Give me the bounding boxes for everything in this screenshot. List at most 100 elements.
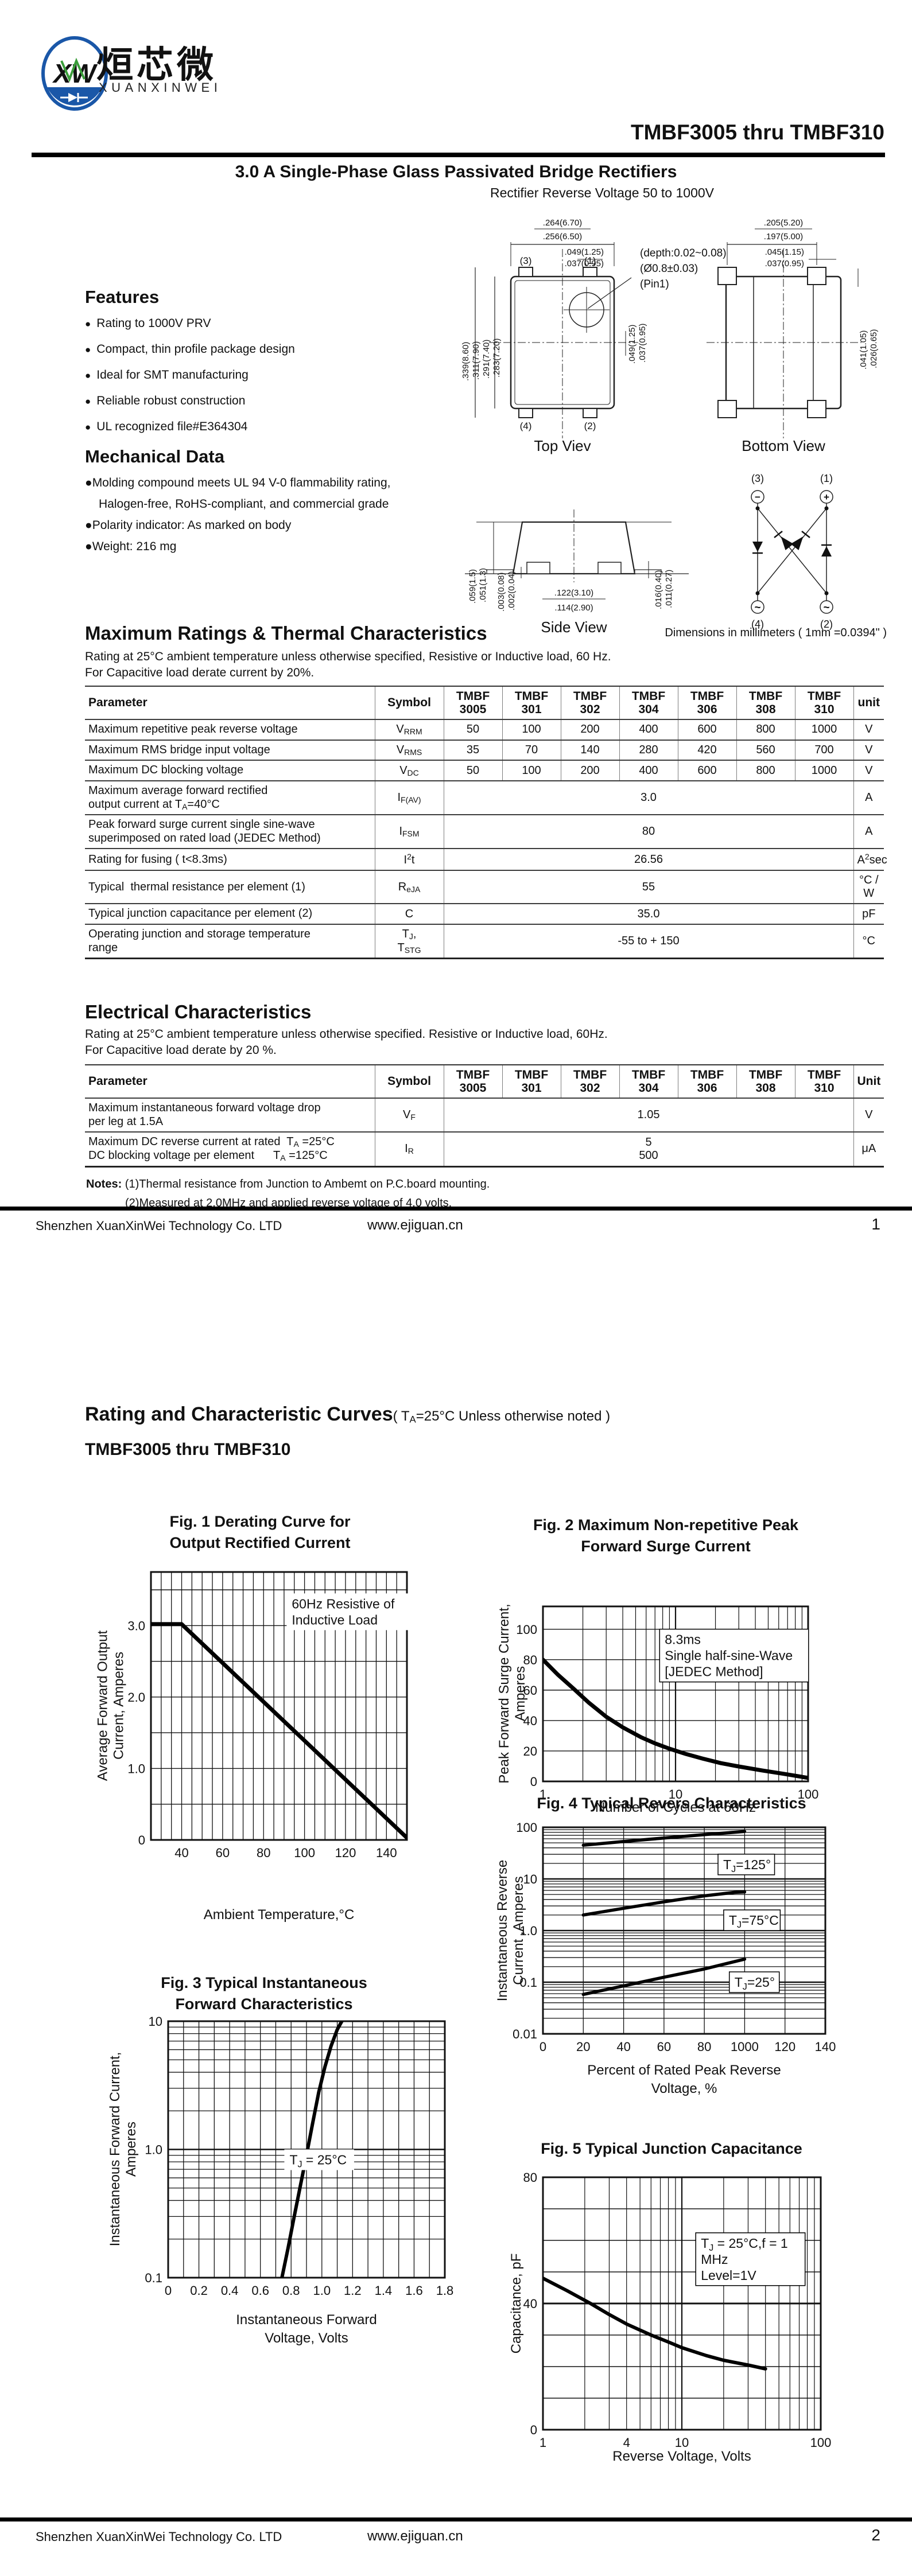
doc-subtitle2: Rectifier Reverse Voltage 50 to 1000V [490,185,714,200]
feature-item: ● Ideal for SMT manufacturing [85,368,249,382]
table-cell: 400 [619,760,678,781]
table-cell: 140 [560,740,619,761]
table-cell: 1.05 [443,1098,853,1133]
terminal-label: (3) [751,473,764,484]
top-view-drawing: (3) (1) (4) (2) .264(6.70) .256(6.50) .0… [461,218,647,454]
svg-text:1.0: 1.0 [313,2283,331,2298]
table-row: Maximum DC reverse current at rated TA =… [85,1132,884,1168]
svg-text:60Hz Resistive of: 60Hz Resistive of [292,1596,395,1611]
fig5-series [543,2277,767,2371]
features-section: Features ● Rating to 1000V PRV ● Compact, … [85,287,441,446]
svg-text:0.4: 0.4 [221,2283,239,2298]
table-row: Maximum RMS bridge input voltage VRMS 35 70… [85,740,884,761]
dim-label: .205(5.20) [764,218,803,228]
svg-text:140: 140 [376,1846,397,1860]
svg-text:80: 80 [697,2040,711,2054]
notes-block: Notes: (1)Thermal resistance from Juncti… [86,1175,490,1213]
dim-label: .059(1.5) [468,569,478,604]
table-row: Rating for fusing ( t<8.3ms) I2t 26.56 A2se… [85,849,887,871]
fig3-chart: 0 0.2 0.4 0.6 0.8 1.0 1.2 1.4 1.6 1.8 0.1 1.0 10 TJ​ … [122,2014,460,2312]
terminal-label: (2) [820,618,833,630]
svg-text:40: 40 [523,1714,537,1728]
svg-text:0.6: 0.6 [251,2283,269,2298]
column-header: TMBF 302 [560,1065,619,1099]
table-cell: 600 [677,760,736,781]
table-cell: 50 [443,760,502,781]
mechanical-item: ●Weight: 216 mg [85,540,177,553]
mechanical-item: ●Polarity indicator: As marked on body [85,519,292,532]
svg-text:0.1: 0.1 [145,2271,162,2285]
company-logo: XW [41,36,108,111]
table-cell: Typical thermal resistance per element (… [85,870,375,905]
note-2: (2)Measured at 2.0MHz and applied revers… [125,1197,452,1209]
svg-text:100: 100 [516,1820,537,1835]
svg-text:TJ​=25°: TJ​=25° [735,1975,775,1992]
svg-text:0: 0 [530,1775,537,1789]
pin-label: (3) [520,255,532,266]
fig3-xlabel: Instantaneous Forward Voltage, Volts [236,2312,377,2346]
bullet-icon: ● [85,540,92,553]
svg-text:Inductive Load: Inductive Load [292,1612,378,1627]
fig4-series [581,1890,747,1917]
table-cell: 5 500 [443,1132,853,1168]
terminal-sign: + [824,492,829,503]
table-cell: 700 [794,740,853,761]
fig3-title: Fig. 3 Typical Instantaneous Forward Cha… [161,1974,367,2013]
svg-text:10: 10 [149,2014,162,2029]
table-cell: Typical junction capacitance per element… [85,904,375,925]
terminal-sign: − [755,492,760,503]
column-header: unit [853,686,884,721]
fig4-svg: 0 20 40 60 80 1000 120 140 0.01 0.1 1.0 10 100 TJ​=12… [513,1820,836,2054]
dim-label: .049(1.25) [565,247,604,257]
table-cell: 400 [619,719,678,741]
dim-label: .339(8.60) [461,342,471,381]
svg-text:TJ​ = 25°C,f = 1: TJ​ = 25°C,f = 1 [701,2236,788,2253]
svg-text:1.0: 1.0 [519,1924,537,1938]
table-cell: Operating junction and storage temperatu… [85,924,375,959]
table-cell: °C / W [853,870,884,905]
table-cell: 560 [736,740,795,761]
table-cell: 200 [560,719,619,741]
table-cell: 35 [443,740,502,761]
column-header: TMBF 308 [736,686,795,721]
fig3-svg: 0 0.2 0.4 0.6 0.8 1.0 1.2 1.4 1.6 1.8 0.1 1.0 10 TJ​ … [145,2014,454,2298]
bullet-icon: ● [85,422,91,433]
svg-text:40: 40 [174,1846,188,1860]
column-header: Unit [853,1065,884,1099]
table-cell: 800 [736,719,795,741]
max-ratings-table: Parameter Symbol TMBF 3005 TMBF 301 TMBF 302 TMB… [85,686,887,960]
svg-text:1.8: 1.8 [436,2283,454,2298]
fig4-chart: 0 20 40 60 80 1000 120 140 0.01 0.1 1.0 10 100 TJ​=12… [497,1820,840,2068]
pin-label: (2) [584,421,596,431]
table-row: Maximum DC blocking voltage VDC 50 100 200 40… [85,760,884,781]
table-cell: Maximum RMS bridge input voltage [85,740,375,761]
table-cell: I2t [374,849,444,871]
dim-label: .283(7.20) [492,338,502,378]
table-cell: Peak forward surge current single sine-w… [85,815,375,850]
fig1-chart: 40 60 80 100 120 140 0 1.0 2.0 3.0 60Hz Resistive … [105,1565,422,1874]
svg-text:20: 20 [523,1744,537,1758]
svg-text:0: 0 [540,2040,546,2054]
dim-label: .041(1.05) [859,330,868,369]
svg-text:0.2: 0.2 [190,2283,208,2298]
table-cell: 280 [619,740,678,761]
fig1-xlabel: Ambient Temperature,°C [203,1907,355,1923]
table-row: Typical thermal resistance per element (… [85,870,884,905]
fig1-series [151,1622,407,1840]
table-cell: IFSM [374,815,444,850]
bridge-circuit-diagram: (3) (1) (4) (2) − + ~ ~ [751,473,833,630]
table-cell: 800 [736,760,795,781]
table-cell: Maximum DC blocking voltage [85,760,375,781]
fig5-title: Fig. 5 Typical Junction Capacitance [541,2140,802,2157]
fig2-series [543,1657,808,1780]
footer-company: Shenzhen XuanXinWei Technology Co. LTD [36,1219,282,1233]
svg-text:1.0: 1.0 [145,2143,162,2157]
note-1: (1)Thermal resistance from Junction to A… [125,1178,490,1190]
column-header: TMBF 304 [619,686,678,721]
dim-label: .037(0.95) [565,259,604,269]
top-view-caption: Top Viev [534,437,591,454]
bullet-icon: ● [85,318,91,329]
logo-green-accent [60,57,86,83]
feature-item: ● Rating to 1000V PRV [85,317,211,330]
